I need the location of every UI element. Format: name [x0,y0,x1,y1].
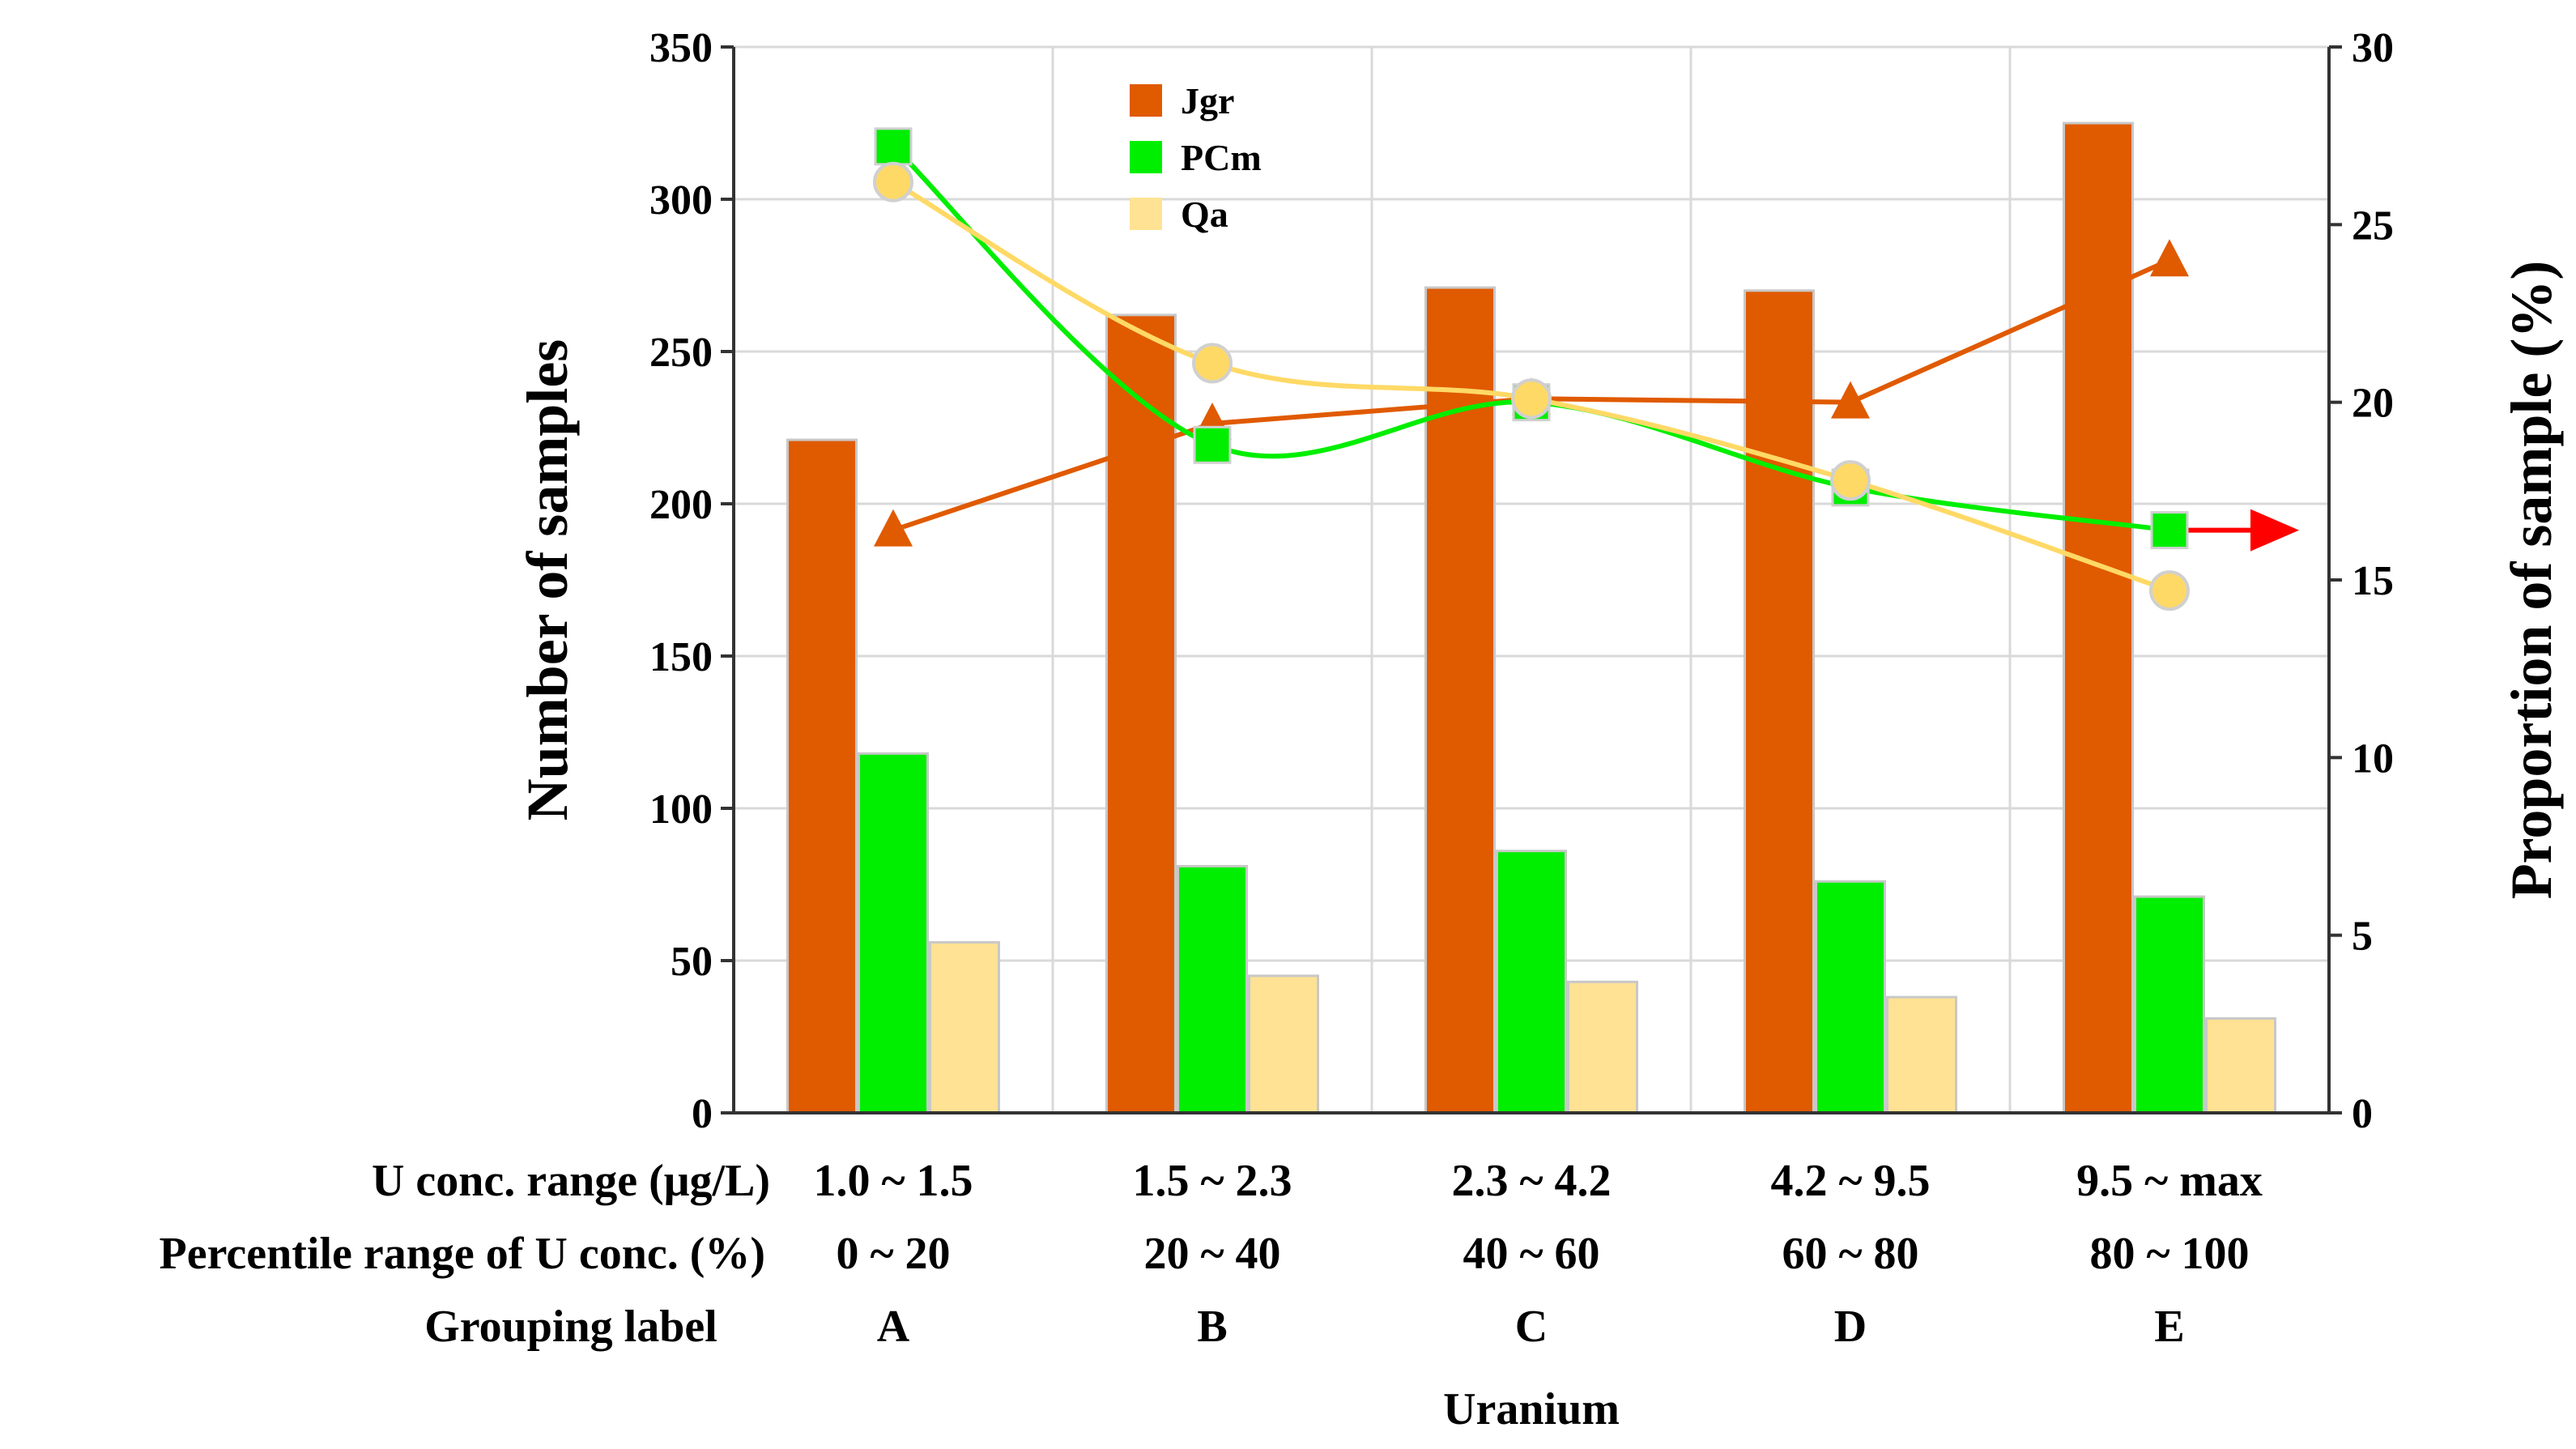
row-3-cell-d: D [1834,1302,1867,1352]
row-label-2: Percentile range of U conc. (%) [160,1229,765,1279]
row-1-cell-b: 1.5 ~ 2.3 [1132,1156,1292,1206]
marker-qa-e [2149,570,2190,612]
y2-tick-label-15: 15 [2352,558,2394,604]
marker-qa-a [873,161,913,202]
x-axis-title: Uranium [1443,1384,1620,1434]
bar-jgr-d [1744,289,1815,1114]
row-2-cell-b: 20 ~ 40 [1143,1229,1280,1279]
bar-qa-d [1886,995,1957,1114]
marker-layer [873,127,2190,612]
row-label-1: U conc. range (μg/L) [372,1156,770,1206]
row-3-cell-a: A [877,1302,910,1352]
marker-qa-b [1192,343,1233,384]
legend-label-qa: Qa [1181,194,1228,235]
bar-pcm-b [1177,864,1248,1114]
marker-qa-c [1511,378,1552,420]
bar-jgr-e [2063,121,2134,1114]
y2-axis-title: Proportion of sample (%) [2499,261,2564,900]
legend-label-pcm: PCm [1181,137,1262,178]
marker-jgr-d [1831,381,1870,419]
y-tick-label-250: 250 [649,330,713,376]
y2-tick-label-30: 30 [2352,25,2394,71]
legend-swatch-qa [1130,198,1162,230]
y-tick-label-150: 150 [649,634,713,680]
row-1-cell-a: 1.0 ~ 1.5 [813,1156,973,1206]
y2-tick-label-0: 0 [2352,1091,2373,1137]
row-label-3: Grouping label [424,1302,717,1352]
legend-swatch-jgr [1130,84,1162,117]
bar-qa-e [2205,1016,2276,1114]
marker-jgr-e [2150,239,2189,277]
bar-qa-b [1248,974,1319,1114]
text-layer: 0 50 100 150 200 250 300 350 0 5 10 15 20 25 30 Number … [160,25,2564,1434]
y2-tick-label-10: 10 [2352,735,2394,782]
row-2-cell-d: 60 ~ 80 [1782,1229,1918,1279]
row-3-cell-c: C [1515,1302,1548,1352]
row-2-cell-e: 80 ~ 100 [2089,1229,2249,1279]
row-3-cell-e: E [2154,1302,2184,1352]
bar-layer [786,121,2276,1114]
row-2-cell-a: 0 ~ 20 [836,1229,950,1279]
y-tick-label-100: 100 [649,786,713,833]
y-tick-label-50: 50 [671,939,713,985]
y2-tick-label-5: 5 [2352,914,2373,960]
bar-pcm-a [858,752,929,1114]
axis-layer [721,45,2342,1114]
row-1-cell-d: 4.2 ~ 9.5 [1770,1156,1930,1206]
y-tick-label-200: 200 [649,482,713,528]
row-2-cell-c: 40 ~ 60 [1463,1229,1599,1279]
y2-tick-label-25: 25 [2352,202,2394,249]
row-3-cell-b: B [1197,1302,1227,1352]
y-tick-label-0: 0 [692,1091,713,1137]
marker-qa-d [1830,460,1871,501]
y-tick-label-300: 300 [649,177,713,224]
line-pcm [891,144,2170,533]
y2-tick-label-20: 20 [2352,381,2394,427]
bar-pcm-e [2134,895,2205,1114]
marker-pcm-e [2150,511,2189,550]
bar-jgr-a [786,438,858,1114]
legend-layer: Jgr PCm Qa [1130,80,1262,235]
y-axis-title: Number of samples [515,339,580,821]
bar-pcm-c [1496,850,1567,1114]
bar-qa-a [929,940,1000,1114]
row-1-cell-e: 9.5 ~ max [2076,1156,2263,1206]
arrow-head-icon [2250,509,2299,552]
y-tick-label-350: 350 [649,25,713,71]
bar-jgr-b [1105,313,1177,1114]
legend-swatch-pcm [1130,141,1162,173]
marker-pcm-b [1193,425,1232,464]
marker-jgr-a [874,509,913,547]
legend-label-jgr: Jgr [1181,80,1234,121]
bar-qa-c [1567,980,1638,1114]
bar-pcm-d [1815,880,1886,1114]
marker-pcm-a [874,127,913,166]
row-1-cell-c: 2.3 ~ 4.2 [1451,1156,1611,1206]
bar-jgr-c [1424,286,1496,1114]
grid-layer [734,45,2329,1113]
